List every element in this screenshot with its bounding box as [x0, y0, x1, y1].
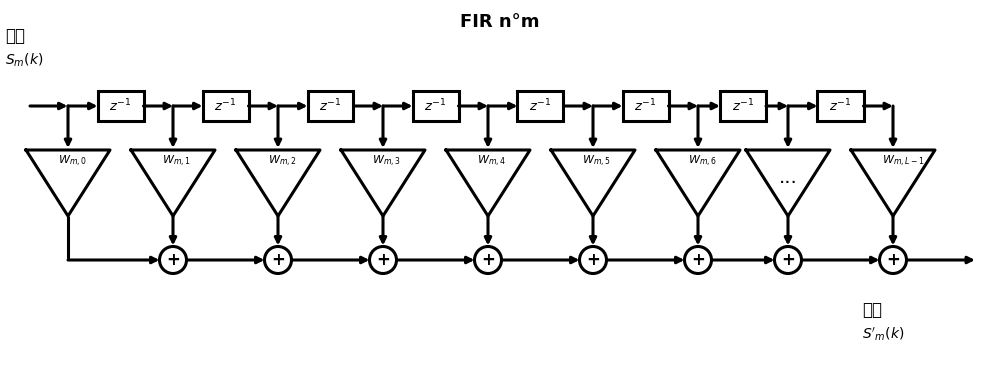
- Text: $W_{m,3}$: $W_{m,3}$: [372, 154, 401, 169]
- Text: +: +: [481, 251, 495, 269]
- FancyBboxPatch shape: [413, 91, 458, 121]
- Text: $S'_m(k)$: $S'_m(k)$: [862, 325, 904, 343]
- Polygon shape: [341, 150, 425, 216]
- Text: +: +: [271, 251, 285, 269]
- FancyBboxPatch shape: [720, 91, 766, 121]
- Polygon shape: [551, 150, 635, 216]
- Text: $z^{-1}$: $z^{-1}$: [214, 98, 237, 114]
- Text: $W_{m,4}$: $W_{m,4}$: [478, 154, 507, 169]
- Text: +: +: [886, 251, 900, 269]
- Text: $W_{m,5}$: $W_{m,5}$: [582, 154, 611, 169]
- Polygon shape: [746, 150, 830, 216]
- Text: FIR n°m: FIR n°m: [460, 13, 540, 31]
- FancyBboxPatch shape: [517, 91, 563, 121]
- Polygon shape: [131, 150, 215, 216]
- Text: $z^{-1}$: $z^{-1}$: [732, 98, 754, 114]
- Text: +: +: [691, 251, 705, 269]
- Text: $z^{-1}$: $z^{-1}$: [424, 98, 447, 114]
- Text: $S_m(k)$: $S_m(k)$: [5, 51, 43, 69]
- Circle shape: [264, 246, 292, 274]
- Polygon shape: [236, 150, 320, 216]
- Text: $W_{m,L-1}$: $W_{m,L-1}$: [882, 154, 925, 169]
- FancyBboxPatch shape: [98, 91, 144, 121]
- Circle shape: [880, 246, 906, 274]
- Text: ...: ...: [779, 169, 797, 187]
- Text: +: +: [781, 251, 795, 269]
- Polygon shape: [26, 150, 110, 216]
- Circle shape: [774, 246, 802, 274]
- Text: $z^{-1}$: $z^{-1}$: [829, 98, 852, 114]
- FancyBboxPatch shape: [308, 91, 353, 121]
- Circle shape: [370, 246, 396, 274]
- Circle shape: [684, 246, 712, 274]
- Circle shape: [160, 246, 186, 274]
- FancyBboxPatch shape: [817, 91, 864, 121]
- Text: $W_{m,2}$: $W_{m,2}$: [268, 154, 296, 169]
- FancyBboxPatch shape: [202, 91, 248, 121]
- Circle shape: [580, 246, 606, 274]
- Text: +: +: [376, 251, 390, 269]
- Text: $z^{-1}$: $z^{-1}$: [529, 98, 552, 114]
- Text: 输入: 输入: [5, 27, 25, 45]
- Text: $W_{m,0}$: $W_{m,0}$: [58, 154, 86, 169]
- Polygon shape: [851, 150, 935, 216]
- Text: +: +: [586, 251, 600, 269]
- Circle shape: [475, 246, 502, 274]
- Polygon shape: [656, 150, 740, 216]
- Polygon shape: [446, 150, 530, 216]
- Text: +: +: [166, 251, 180, 269]
- Text: $z^{-1}$: $z^{-1}$: [319, 98, 342, 114]
- Text: 输出: 输出: [862, 301, 882, 319]
- Text: $z^{-1}$: $z^{-1}$: [109, 98, 132, 114]
- Text: $z^{-1}$: $z^{-1}$: [634, 98, 657, 114]
- Text: $W_{m,1}$: $W_{m,1}$: [162, 154, 191, 169]
- FancyBboxPatch shape: [622, 91, 668, 121]
- Text: $W_{m,6}$: $W_{m,6}$: [688, 154, 716, 169]
